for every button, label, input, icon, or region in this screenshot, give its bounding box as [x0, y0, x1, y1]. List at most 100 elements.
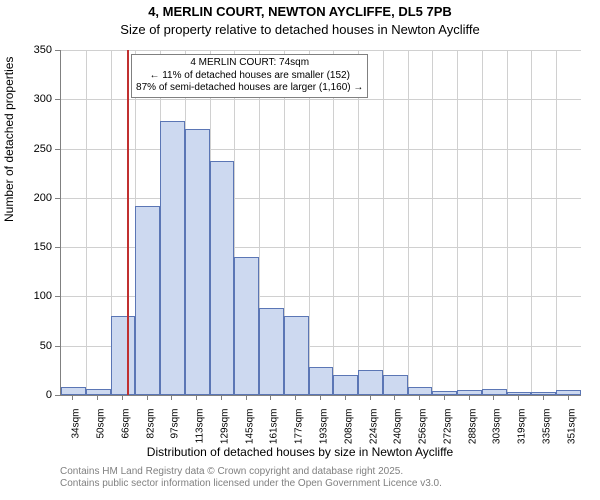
- chart-title-line1: 4, MERLIN COURT, NEWTON AYCLIFFE, DL5 7P…: [0, 4, 600, 19]
- histogram-bar: [556, 390, 581, 395]
- x-tick-label: 193sqm: [319, 409, 330, 445]
- annotation-line2: ← 11% of detached houses are smaller (15…: [136, 70, 363, 83]
- y-tick-mark: [55, 149, 60, 150]
- x-tick-mark: [171, 395, 172, 400]
- x-tick-mark: [518, 395, 519, 400]
- grid-line-horizontal: [61, 50, 581, 51]
- grid-line-vertical: [383, 50, 384, 395]
- grid-line-horizontal: [61, 99, 581, 100]
- histogram-bar: [408, 387, 433, 395]
- y-tick-label: 50: [2, 340, 52, 352]
- histogram-bar: [259, 308, 284, 395]
- y-tick-mark: [55, 99, 60, 100]
- plot-area: 4 MERLIN COURT: 74sqm← 11% of detached h…: [60, 50, 581, 396]
- x-tick-label: 50sqm: [96, 409, 107, 439]
- grid-line-vertical: [408, 50, 409, 395]
- y-tick-label: 100: [2, 290, 52, 302]
- grid-line-horizontal: [61, 198, 581, 199]
- histogram-bar: [160, 121, 185, 395]
- grid-line-vertical: [309, 50, 310, 395]
- y-tick-mark: [55, 395, 60, 396]
- x-tick-mark: [493, 395, 494, 400]
- x-tick-mark: [196, 395, 197, 400]
- x-tick-mark: [419, 395, 420, 400]
- x-tick-label: 177sqm: [294, 409, 305, 445]
- x-tick-mark: [221, 395, 222, 400]
- x-tick-label: 256sqm: [418, 409, 429, 445]
- histogram-bar: [309, 367, 334, 395]
- histogram-bar: [531, 392, 556, 395]
- x-tick-label: 288sqm: [467, 409, 478, 445]
- histogram-bar: [111, 316, 136, 395]
- chart-title-line2: Size of property relative to detached ho…: [0, 22, 600, 37]
- x-tick-mark: [147, 395, 148, 400]
- x-tick-label: 351sqm: [566, 409, 577, 445]
- histogram-bar: [383, 375, 408, 395]
- y-tick-mark: [55, 247, 60, 248]
- y-tick-mark: [55, 346, 60, 347]
- x-tick-mark: [97, 395, 98, 400]
- footer-line2: Contains public sector information licen…: [60, 478, 442, 490]
- x-tick-mark: [568, 395, 569, 400]
- grid-line-vertical: [333, 50, 334, 395]
- grid-line-horizontal: [61, 149, 581, 150]
- grid-line-vertical: [531, 50, 532, 395]
- histogram-bar: [234, 257, 259, 395]
- histogram-bar: [284, 316, 309, 395]
- x-axis-label: Distribution of detached houses by size …: [0, 445, 600, 459]
- y-tick-label: 250: [2, 143, 52, 155]
- x-tick-mark: [72, 395, 73, 400]
- x-tick-label: 145sqm: [244, 409, 255, 445]
- x-tick-label: 240sqm: [393, 409, 404, 445]
- x-tick-mark: [295, 395, 296, 400]
- grid-line-vertical: [507, 50, 508, 395]
- grid-line-vertical: [457, 50, 458, 395]
- x-tick-label: 303sqm: [492, 409, 503, 445]
- x-tick-label: 161sqm: [269, 409, 280, 445]
- x-tick-mark: [122, 395, 123, 400]
- annotation-line1: 4 MERLIN COURT: 74sqm: [136, 57, 363, 70]
- x-tick-label: 319sqm: [517, 409, 528, 445]
- x-tick-mark: [469, 395, 470, 400]
- x-tick-mark: [543, 395, 544, 400]
- annotation-line3: 87% of semi-detached houses are larger (…: [136, 82, 363, 95]
- histogram-bar: [185, 129, 210, 395]
- x-tick-mark: [345, 395, 346, 400]
- x-tick-label: 34sqm: [71, 409, 82, 439]
- y-tick-label: 0: [2, 389, 52, 401]
- x-tick-mark: [370, 395, 371, 400]
- y-tick-mark: [55, 50, 60, 51]
- histogram-bar: [358, 370, 383, 395]
- x-tick-mark: [270, 395, 271, 400]
- y-tick-mark: [55, 198, 60, 199]
- x-tick-label: 272sqm: [442, 409, 453, 445]
- x-tick-mark: [394, 395, 395, 400]
- grid-line-vertical: [556, 50, 557, 395]
- annotation-box: 4 MERLIN COURT: 74sqm← 11% of detached h…: [131, 54, 368, 98]
- histogram-bar: [333, 375, 358, 395]
- footer-line1: Contains HM Land Registry data © Crown c…: [60, 466, 442, 478]
- x-tick-label: 335sqm: [541, 409, 552, 445]
- x-tick-label: 113sqm: [195, 409, 206, 444]
- histogram-bar: [61, 387, 86, 395]
- x-tick-mark: [444, 395, 445, 400]
- grid-line-vertical: [432, 50, 433, 395]
- histogram-bar: [135, 206, 160, 395]
- y-tick-mark: [55, 296, 60, 297]
- x-tick-mark: [320, 395, 321, 400]
- grid-line-vertical: [482, 50, 483, 395]
- grid-line-vertical: [86, 50, 87, 395]
- y-tick-label: 150: [2, 241, 52, 253]
- x-tick-label: 82sqm: [145, 409, 156, 439]
- grid-line-vertical: [358, 50, 359, 395]
- x-tick-label: 66sqm: [120, 409, 131, 439]
- x-tick-mark: [246, 395, 247, 400]
- x-tick-label: 97sqm: [170, 409, 181, 439]
- y-tick-label: 350: [2, 44, 52, 56]
- x-tick-label: 208sqm: [343, 409, 354, 445]
- histogram-bar: [432, 391, 457, 395]
- histogram-bar: [457, 390, 482, 395]
- histogram-bar: [210, 161, 235, 395]
- footer-attribution: Contains HM Land Registry data © Crown c…: [60, 466, 442, 490]
- reference-line: [127, 50, 129, 395]
